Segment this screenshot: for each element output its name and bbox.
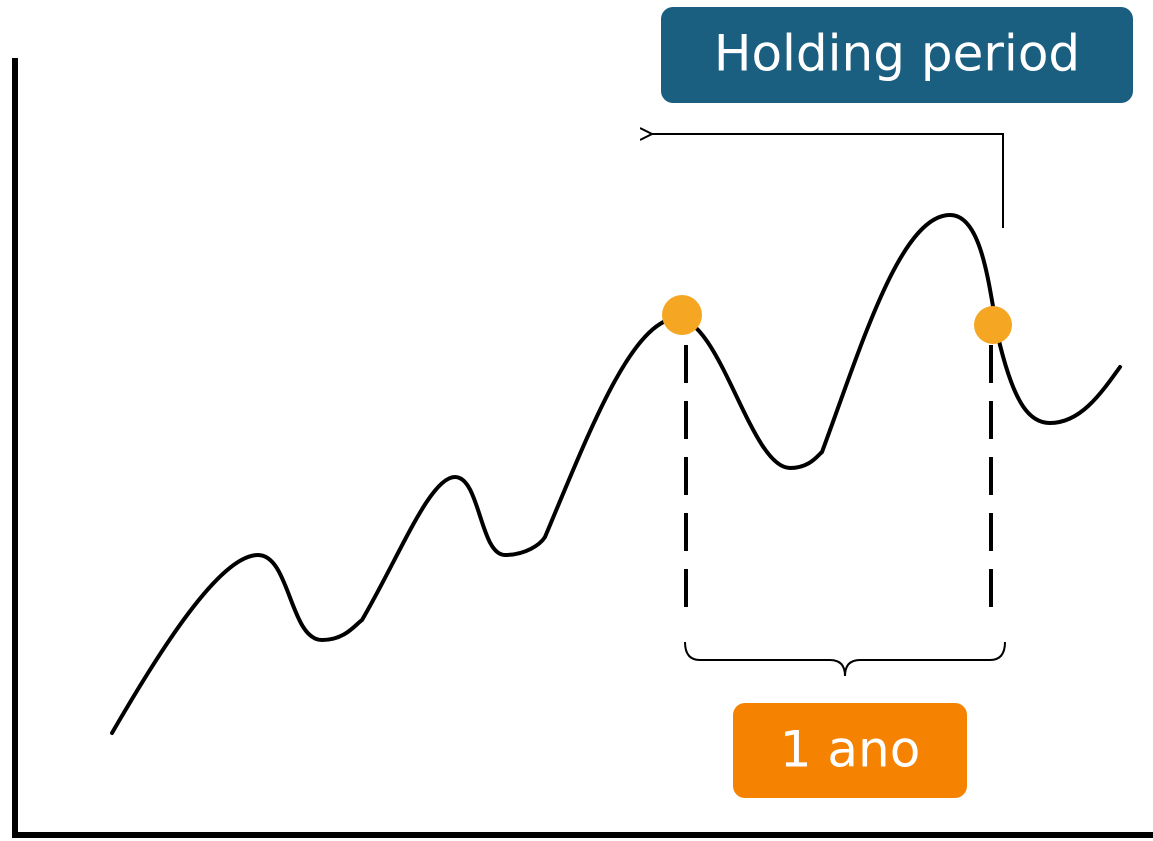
price-curve bbox=[110, 212, 1122, 735]
arrow bbox=[652, 134, 1004, 228]
interval-label: 1 ano bbox=[780, 721, 921, 779]
start-point bbox=[662, 295, 702, 335]
end-point bbox=[974, 306, 1012, 344]
callout-box bbox=[661, 7, 1133, 103]
interval-box bbox=[733, 703, 967, 798]
callout-text: Holding period bbox=[714, 25, 1080, 83]
brace bbox=[684, 641, 1006, 677]
